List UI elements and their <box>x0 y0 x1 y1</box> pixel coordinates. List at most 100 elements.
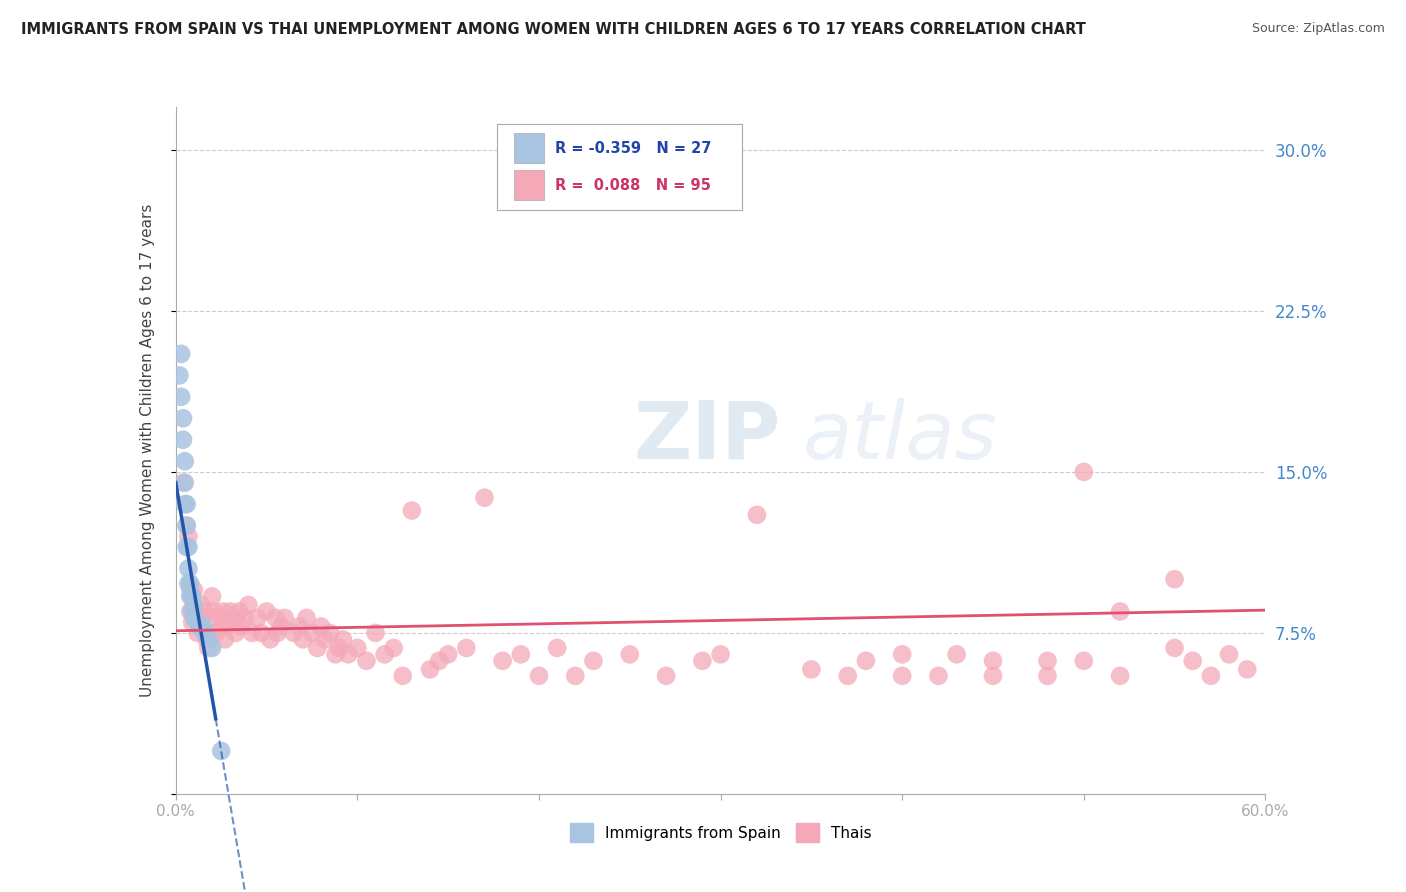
Point <box>655 669 678 683</box>
Point <box>179 576 201 591</box>
Point <box>201 590 224 604</box>
Point <box>891 648 914 662</box>
Point <box>266 626 288 640</box>
Point <box>238 598 260 612</box>
Point <box>328 640 350 655</box>
Point <box>692 654 714 668</box>
Text: atlas: atlas <box>803 398 997 475</box>
Point <box>177 529 200 543</box>
Point <box>188 611 211 625</box>
Point <box>295 611 318 625</box>
Point <box>582 654 605 668</box>
Point <box>301 626 323 640</box>
Point <box>181 615 204 630</box>
Point <box>1073 465 1095 479</box>
Point <box>256 604 278 618</box>
Point <box>176 540 198 554</box>
Point <box>176 497 198 511</box>
Point <box>456 640 478 655</box>
Point <box>474 491 496 505</box>
Point <box>219 604 242 618</box>
Point <box>309 619 332 633</box>
Point <box>169 368 191 383</box>
Point <box>337 648 360 662</box>
Point <box>945 648 967 662</box>
Point <box>170 347 193 361</box>
Point <box>246 611 269 625</box>
Point <box>259 632 281 647</box>
Point <box>186 626 209 640</box>
Point <box>204 626 226 640</box>
Point <box>332 632 354 647</box>
Point <box>270 619 292 633</box>
Point <box>288 619 311 633</box>
Point <box>191 619 214 633</box>
Point <box>195 632 218 647</box>
Point <box>427 654 450 668</box>
Point <box>183 611 205 625</box>
Point <box>364 626 387 640</box>
Point <box>1109 604 1132 618</box>
Bar <box>513 133 544 163</box>
Point <box>214 632 236 647</box>
Point <box>855 654 877 668</box>
Point <box>283 626 305 640</box>
Point <box>1163 572 1185 586</box>
FancyBboxPatch shape <box>498 124 742 211</box>
Point <box>492 654 515 668</box>
Point <box>209 744 232 758</box>
Point <box>183 598 205 612</box>
Point <box>177 576 200 591</box>
Point <box>1236 662 1258 676</box>
Point <box>228 604 250 618</box>
Text: R =  0.088   N = 95: R = 0.088 N = 95 <box>555 178 711 193</box>
Point <box>201 640 224 655</box>
Text: R = -0.359   N = 27: R = -0.359 N = 27 <box>555 141 711 156</box>
Point <box>186 615 209 630</box>
Point <box>231 619 253 633</box>
Point <box>197 632 219 647</box>
Point <box>564 669 586 683</box>
Point <box>356 654 378 668</box>
Legend: Immigrants from Spain, Thais: Immigrants from Spain, Thais <box>564 817 877 848</box>
Point <box>619 648 641 662</box>
Point <box>190 598 212 612</box>
Point <box>191 619 214 633</box>
Point <box>546 640 568 655</box>
Point <box>391 669 413 683</box>
Point <box>209 619 232 633</box>
Point <box>172 411 194 425</box>
Point <box>225 626 247 640</box>
Point <box>382 640 405 655</box>
Point <box>1199 669 1222 683</box>
Y-axis label: Unemployment Among Women with Children Ages 6 to 17 years: Unemployment Among Women with Children A… <box>141 203 155 698</box>
Point <box>176 518 198 533</box>
Point <box>1073 654 1095 668</box>
Point <box>177 540 200 554</box>
Point <box>181 604 204 618</box>
Point <box>194 626 217 640</box>
Point <box>325 648 347 662</box>
Point <box>212 604 235 618</box>
Point <box>800 662 823 676</box>
Point <box>222 611 245 625</box>
Point <box>1109 669 1132 683</box>
Point <box>1036 654 1059 668</box>
Point <box>710 648 733 662</box>
Point <box>183 582 205 597</box>
Point <box>172 475 194 490</box>
Point <box>981 654 1004 668</box>
Point <box>1036 669 1059 683</box>
Point <box>1218 648 1240 662</box>
Bar <box>513 170 544 201</box>
Point <box>176 518 198 533</box>
Point <box>173 475 195 490</box>
Point <box>745 508 768 522</box>
Point <box>188 619 211 633</box>
Point <box>264 611 287 625</box>
Point <box>179 604 201 618</box>
Point <box>250 626 273 640</box>
Point <box>170 390 193 404</box>
Point <box>240 626 263 640</box>
Point <box>172 433 194 447</box>
